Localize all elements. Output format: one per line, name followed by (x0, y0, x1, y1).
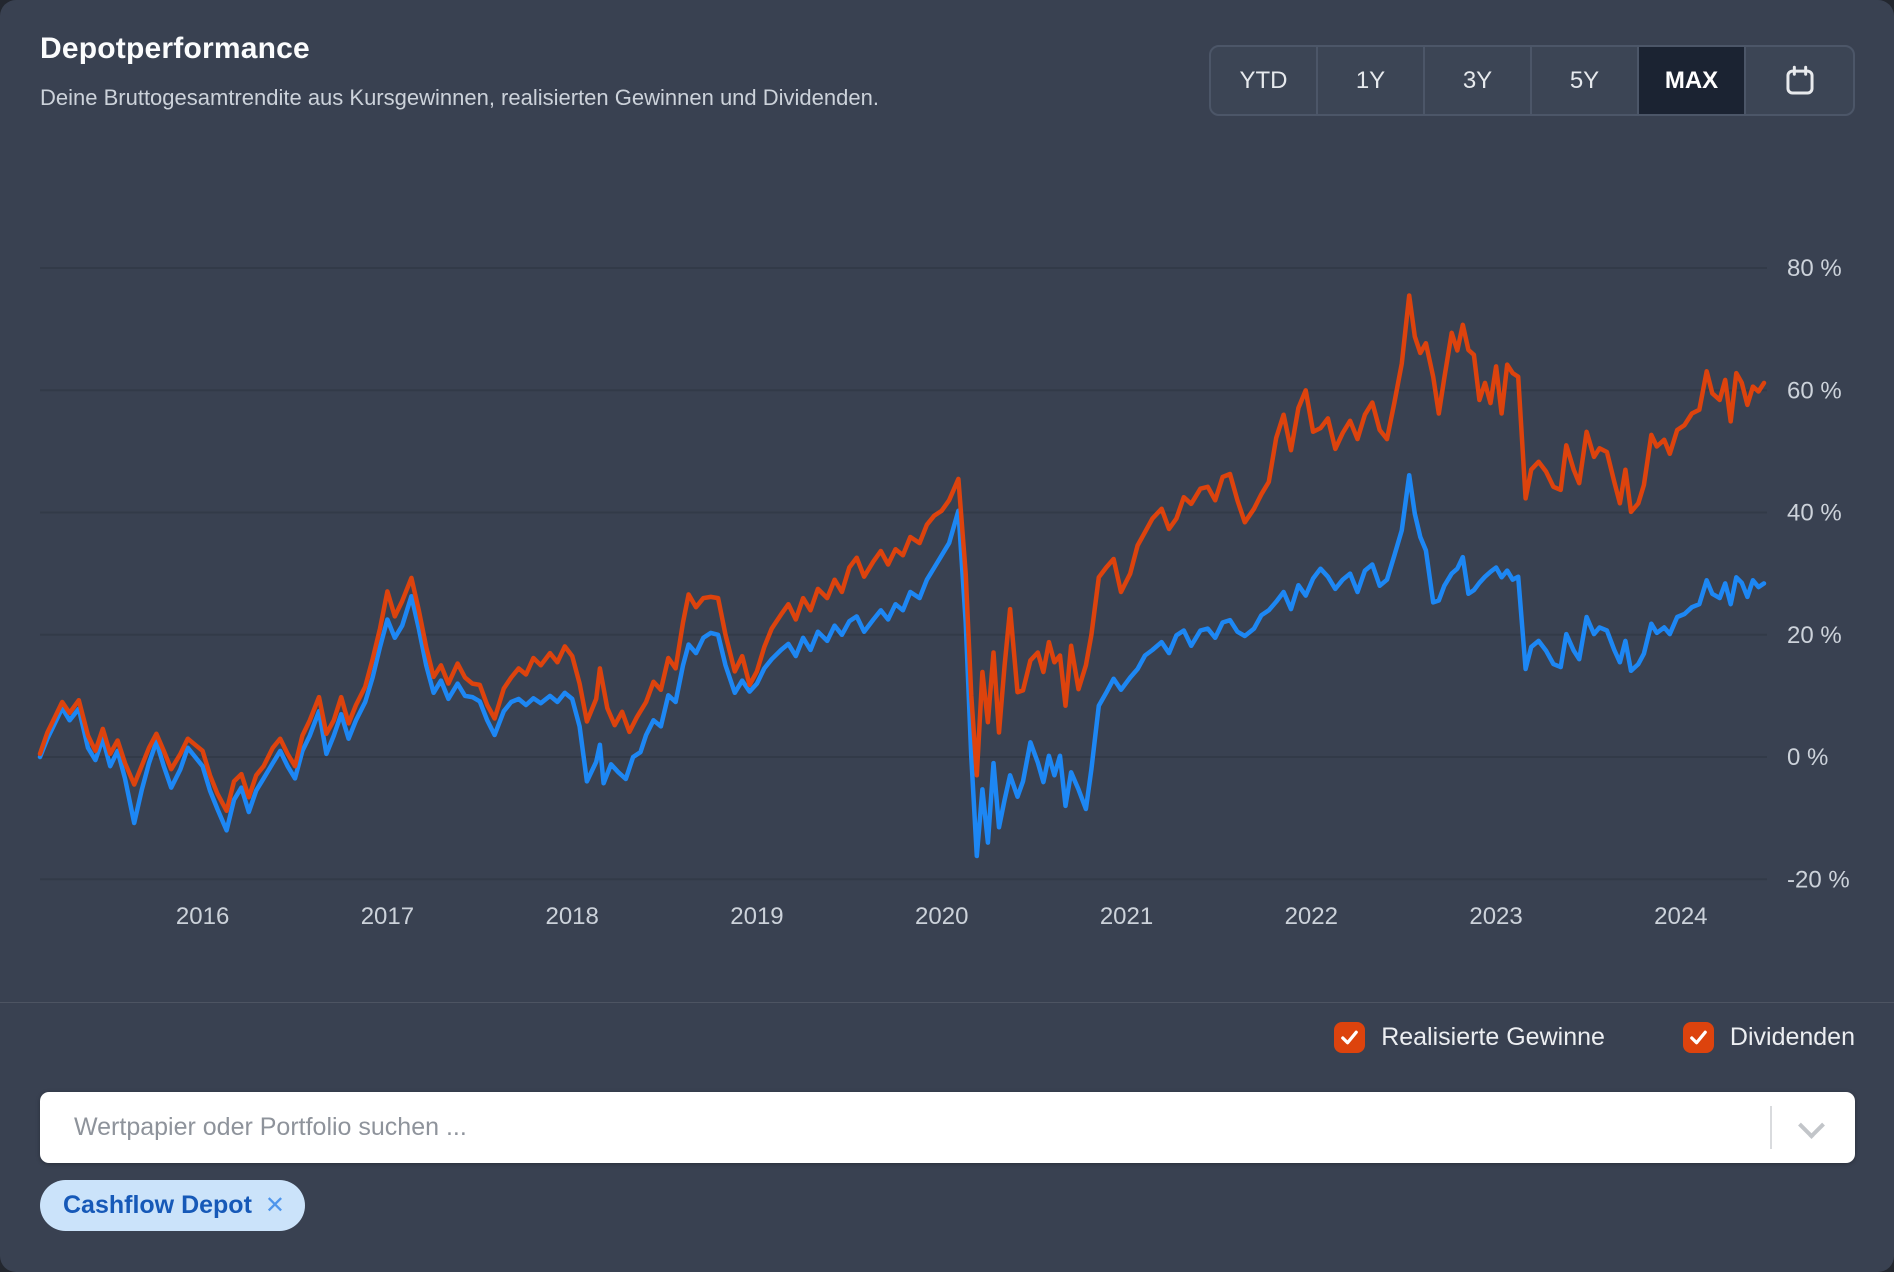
x-axis-label: 2016 (176, 903, 229, 930)
range-button-1y[interactable]: 1Y (1318, 47, 1425, 114)
x-axis-label: 2020 (915, 903, 968, 930)
range-selector: YTD 1Y 3Y 5Y MAX (1209, 45, 1855, 116)
check-icon (1690, 1030, 1707, 1044)
range-button-3y[interactable]: 3Y (1425, 47, 1532, 114)
chip-remove-icon[interactable]: ✕ (264, 1191, 286, 1219)
legend-label: Realisierte Gewinne (1381, 1022, 1605, 1051)
x-axis-label: 2024 (1654, 903, 1707, 930)
chart-legend: Realisierte Gewinne Dividenden (1334, 1012, 1855, 1062)
y-axis-label: 60 % (1787, 377, 1842, 404)
page-title: Depotperformance (40, 32, 310, 65)
range-button-ytd[interactable]: YTD (1211, 47, 1318, 114)
y-axis-label: -20 % (1787, 866, 1850, 893)
section-divider (0, 1002, 1894, 1003)
calendar-icon (1785, 65, 1814, 95)
legend-checkbox[interactable] (1334, 1021, 1366, 1053)
search-combobox (40, 1092, 1855, 1163)
y-axis-label: 0 % (1787, 744, 1828, 771)
x-axis-label: 2021 (1100, 903, 1153, 930)
legend-label: Dividenden (1729, 1022, 1855, 1051)
search-input[interactable] (40, 1092, 1855, 1163)
filter-chip: Cashflow Depot ✕ (40, 1180, 306, 1231)
legend-item-dividenden[interactable]: Dividenden (1682, 1021, 1855, 1053)
range-button-max[interactable]: MAX (1639, 47, 1746, 114)
legend-checkbox[interactable] (1682, 1021, 1714, 1053)
y-axis-label: 40 % (1787, 500, 1842, 527)
selected-filters: Cashflow Depot ✕ (40, 1180, 306, 1231)
y-axis-label: 20 % (1787, 622, 1842, 649)
x-axis-label: 2017 (361, 903, 414, 930)
y-axis-label: 80 % (1787, 255, 1842, 282)
range-button-5y[interactable]: 5Y (1532, 47, 1639, 114)
series-line-blue (37, 472, 1767, 859)
x-axis-label: 2019 (730, 903, 783, 930)
legend-item-realisierte-gewinne[interactable]: Realisierte Gewinne (1334, 1021, 1605, 1053)
series-line-orange (37, 293, 1767, 814)
x-axis-label: 2018 (545, 903, 598, 930)
calendar-button[interactable] (1746, 47, 1853, 114)
x-axis-label: 2022 (1285, 903, 1338, 930)
page-subtitle: Deine Bruttogesamtrendite aus Kursgewinn… (40, 85, 879, 110)
x-axis-label: 2023 (1469, 903, 1522, 930)
chip-label: Cashflow Depot (63, 1191, 252, 1219)
search-divider (1770, 1106, 1772, 1149)
check-icon (1341, 1030, 1359, 1044)
